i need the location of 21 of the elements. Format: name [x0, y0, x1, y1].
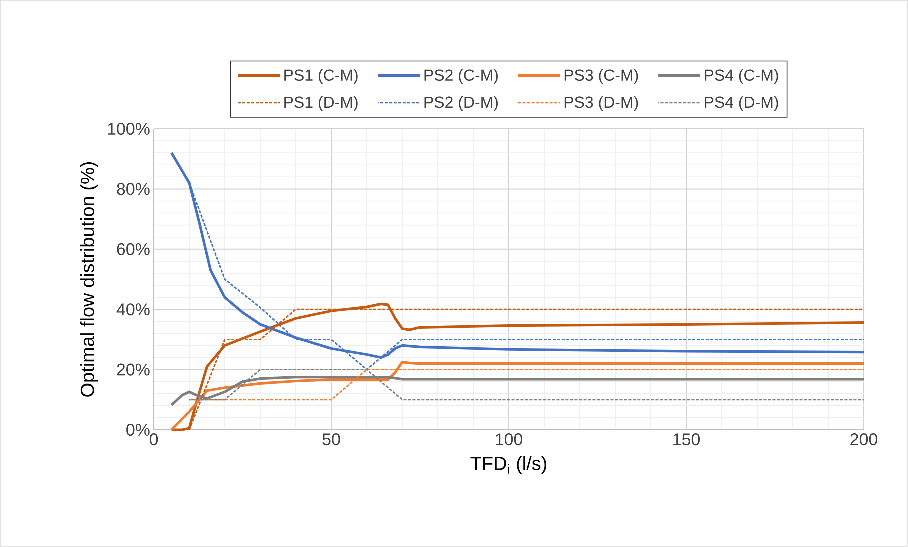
x-tick-label: 100: [496, 434, 523, 446]
y-tick-label: 0%: [126, 424, 150, 436]
legend-label: PS1 (C-M): [284, 69, 358, 84]
legend-label: PS2 (D-M): [424, 96, 498, 112]
x-tick-label: 200: [850, 434, 878, 446]
legend-label: PS2 (C-M): [424, 69, 498, 84]
legend-label: PS3 (C-M): [564, 69, 638, 84]
y-tick-label: 100%: [108, 122, 150, 136]
legend-label: PS1 (D-M): [284, 96, 358, 112]
y-tick-label: 80%: [117, 183, 150, 196]
y-axis-title: Optimal flow distribution (%): [80, 162, 98, 397]
x-tick-label: 50: [322, 434, 340, 446]
x-axis-title: TFD$_{i}$ (l/s): [470, 456, 546, 474]
y-tick-label: 40%: [116, 304, 150, 316]
legend-label: PS4 (C-M): [705, 69, 778, 84]
legend-label: PS4 (D-M): [705, 96, 778, 112]
legend-label: PS3 (D-M): [564, 96, 638, 112]
x-tick-label: 150: [674, 434, 700, 446]
y-tick-label: 20%: [117, 364, 150, 376]
y-tick-label: 60%: [117, 243, 150, 256]
x-tick-label: 0: [150, 434, 158, 446]
